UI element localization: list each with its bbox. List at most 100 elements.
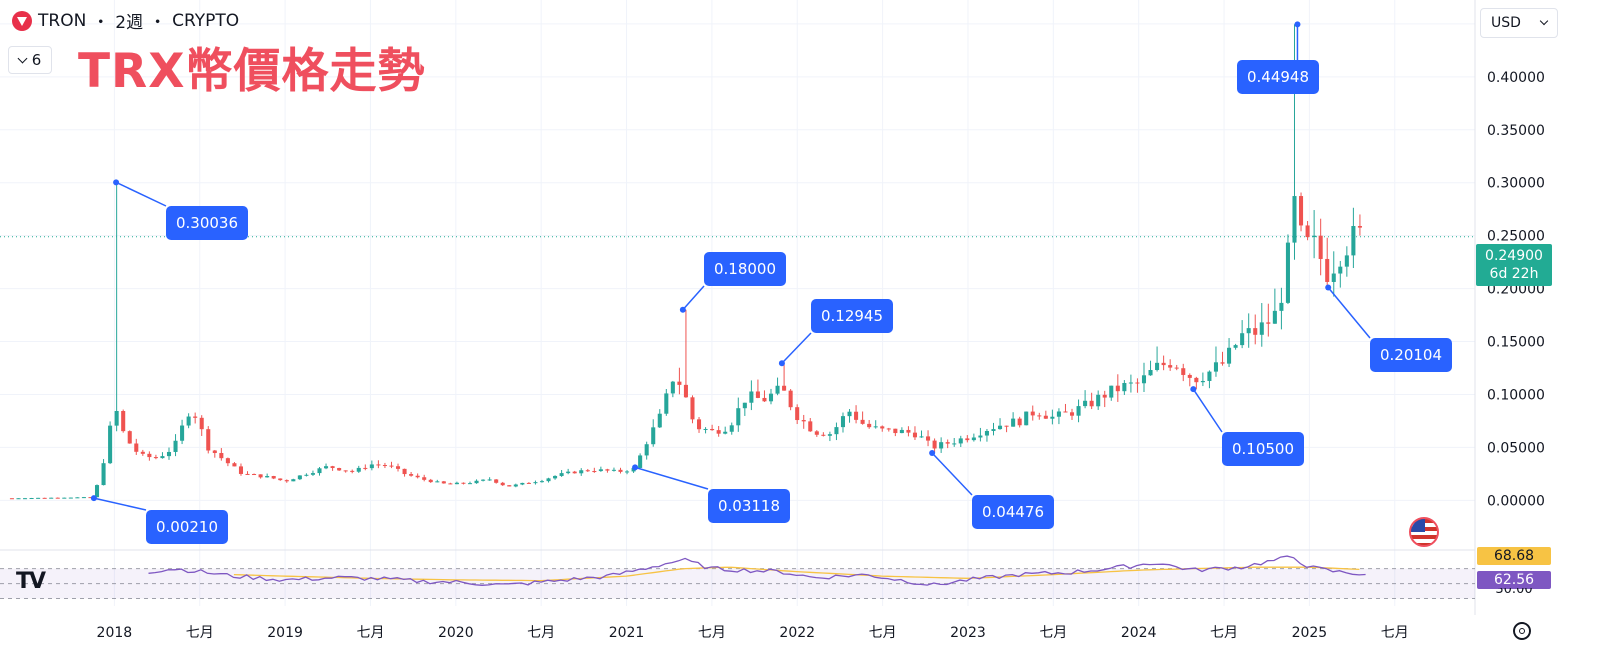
candle-body (36, 497, 41, 499)
candle-body (1063, 411, 1068, 413)
candle-body (1272, 310, 1277, 324)
candle-body (42, 497, 47, 499)
candle-body (291, 479, 296, 482)
candle-body (409, 474, 414, 476)
callout-anchor (679, 306, 686, 313)
candle-body (775, 385, 780, 394)
candle-body (1305, 225, 1310, 238)
candle-body (238, 466, 244, 474)
candle-body (9, 498, 14, 500)
candle-body (134, 443, 139, 452)
callout-box (811, 299, 893, 333)
callout-anchor (632, 464, 639, 471)
candle-body (422, 477, 427, 480)
candle-body (742, 402, 747, 409)
time-tick-label: 2019 (267, 625, 303, 641)
candle-body (566, 471, 571, 474)
gear-icon[interactable] (1513, 622, 1531, 640)
rsi-line (148, 555, 1366, 586)
candle-body (140, 451, 145, 454)
price-callouts: 0.00210 0.30036 0.18000 0.03118 0.12945 0.044… (90, 21, 1452, 544)
time-tick-label: 2018 (97, 625, 133, 641)
candle-body (395, 466, 401, 469)
candle-body (382, 465, 387, 467)
candle-body (94, 485, 100, 498)
callout-anchor (1325, 284, 1332, 291)
candle-body (526, 482, 531, 484)
candle-body (206, 429, 211, 451)
candle-body (821, 434, 826, 436)
candle-body (886, 428, 891, 430)
callout-box (704, 252, 786, 286)
candle-body (1325, 258, 1330, 282)
indicators-toggle-button[interactable]: 6 (8, 46, 52, 74)
callout-leader (1192, 388, 1223, 433)
candle-body (893, 428, 898, 434)
candle-body (1338, 266, 1343, 274)
candle-body (1122, 382, 1127, 392)
candle-body (834, 427, 839, 435)
price-tick-label: 0.00000 (1487, 493, 1545, 509)
time-tick-label: 2024 (1121, 625, 1157, 641)
us-flag-icon[interactable] (1409, 517, 1439, 547)
candle-body (814, 431, 819, 435)
candle-body (127, 431, 132, 444)
chart-title: TRX幣價格走勢 (78, 44, 426, 99)
symbol-header[interactable]: TRON ・ 2週 ・ CRYPTO (12, 8, 239, 33)
candle-body (1357, 226, 1362, 228)
currency-select[interactable]: USD (1480, 8, 1558, 38)
time-tick-label: 2025 (1292, 625, 1328, 641)
candle-body (219, 453, 224, 459)
last-price-value: 0.24900 (1485, 248, 1543, 264)
candle-body (153, 457, 158, 459)
price-tick-label: 0.25000 (1487, 229, 1545, 245)
candle-body (677, 381, 682, 385)
candle-body (350, 470, 355, 472)
candle-body (912, 432, 917, 438)
candle-body (638, 455, 643, 468)
candle-body (1207, 371, 1212, 381)
candle-body (1069, 412, 1075, 416)
candle-body (984, 430, 989, 436)
time-tick-label: 2021 (609, 625, 645, 641)
time-axis[interactable]: 2018 七月 2019 七月 2020 七月 2021 七月 2022 七月 2023 七月 2024… (97, 625, 1409, 641)
candle-body (337, 468, 342, 471)
candle-body (1344, 255, 1349, 267)
price-tick-label: 0.10000 (1487, 387, 1545, 403)
candle-body (932, 440, 937, 449)
candle-body (1174, 367, 1179, 369)
candle-body (363, 467, 368, 469)
candle-body (625, 471, 630, 473)
candle-body (278, 478, 283, 481)
candle-body (1318, 235, 1323, 259)
candle-body (271, 476, 276, 479)
candle-body (592, 471, 597, 473)
candle-body (605, 469, 610, 471)
candle-body (1115, 385, 1120, 392)
candle-body (199, 417, 204, 430)
candle-body (317, 468, 322, 474)
candle-body (252, 474, 257, 476)
candle-body (618, 469, 623, 472)
candle-body (827, 434, 832, 436)
time-tick-label: 七月 (356, 625, 384, 641)
price-tick-label: 0.35000 (1487, 123, 1545, 139)
candle-body (755, 391, 760, 398)
candle-body (723, 431, 728, 434)
bar-countdown: 6d 22h (1489, 266, 1539, 282)
candle-body (389, 465, 394, 467)
price-tick-label: 0.05000 (1487, 440, 1545, 456)
callout-box (708, 489, 790, 523)
candle-body (343, 470, 348, 472)
grid-lines (0, 0, 1476, 615)
candle-body (854, 411, 859, 420)
candle-body (180, 425, 185, 441)
tradingview-logo[interactable]: TV (16, 569, 46, 594)
candle-body (867, 423, 872, 428)
candle-body (795, 407, 800, 421)
candle-body (919, 436, 924, 438)
callout-label: 0.04476 (982, 503, 1044, 521)
candle-body (1102, 394, 1107, 398)
candle-body (1155, 362, 1160, 371)
